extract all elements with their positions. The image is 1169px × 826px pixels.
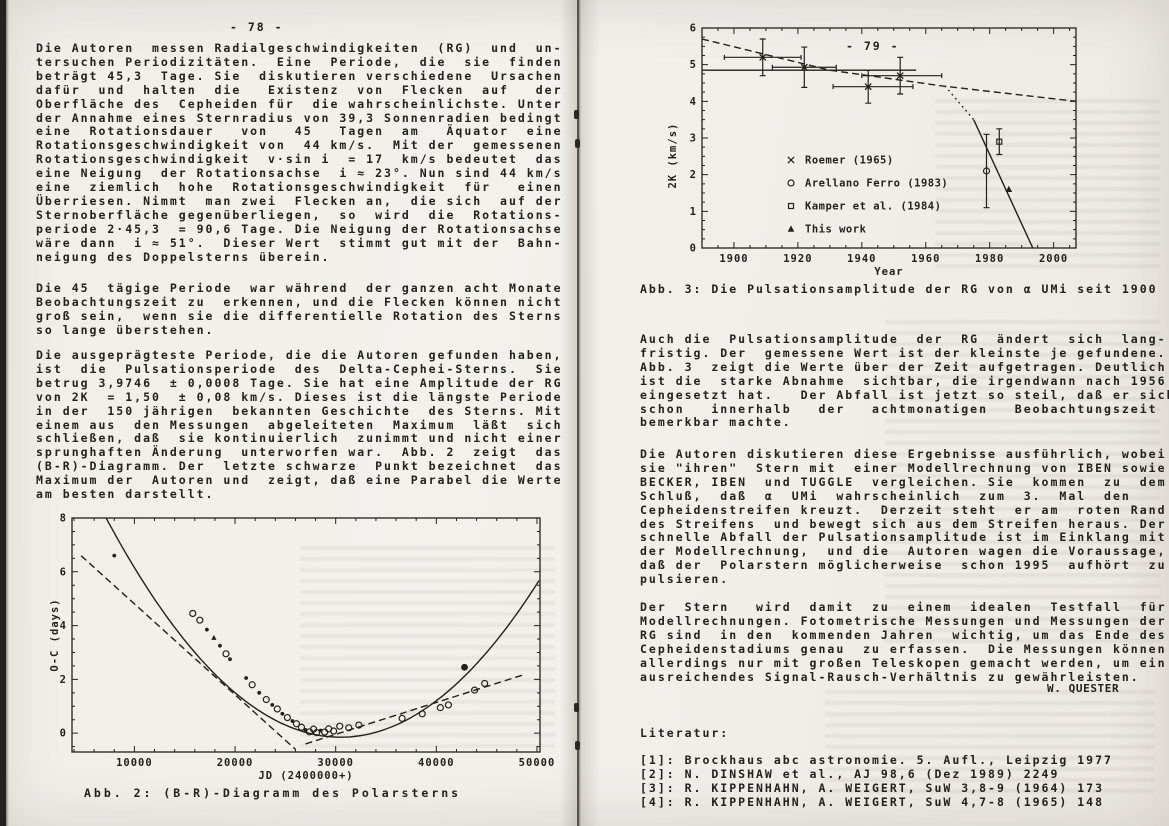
svg-text:1940: 1940 (847, 253, 876, 265)
bleed-through-ghost (885, 320, 1160, 650)
scan-edge-shadow (6, 0, 9, 826)
figure-abb2-chart: 10000 20000 30000 40000 50000 0 2 4 6 8 JD (240000… (49, 508, 555, 812)
svg-text:1920: 1920 (783, 253, 812, 265)
svg-text:2: 2 (60, 674, 67, 686)
svg-text:1960: 1960 (911, 253, 940, 265)
reference-entry: [2]: N. DINSHAW et al., AJ 98,6 (Dez 198… (640, 767, 1060, 781)
svg-text:Roemer (1965): Roemer (1965) (805, 155, 894, 167)
svg-text:50000: 50000 (519, 757, 555, 769)
svg-text:2K (km/s): 2K (km/s) (667, 123, 679, 189)
paragraph-pulsation: Die ausgeprägteste Periode, die die Auto… (36, 348, 563, 502)
svg-text:2000: 2000 (1039, 253, 1068, 265)
svg-text:40000: 40000 (418, 757, 455, 769)
paragraph-outlook: Der Stern wird damit zu einem idealen Te… (640, 600, 1167, 684)
page-number-right: - 79 - (846, 39, 900, 53)
svg-text:30000: 30000 (317, 757, 354, 769)
svg-text:8: 8 (60, 513, 67, 525)
reference-entry: [4]: R. KIPPENHAHN, A. WEIGERT, SuW 4,7-… (640, 795, 1105, 809)
svg-text:0: 0 (60, 728, 67, 740)
paragraph-period45: Die 45 tägige Periode war während der ga… (36, 281, 563, 337)
binding-gutter-line (577, 0, 579, 826)
bleed-through-ghost (300, 540, 555, 755)
literature-heading: Literatur: (640, 726, 730, 740)
svg-text:5: 5 (690, 59, 697, 71)
reference-entry: [1]: Brockhaus abc astronomie. 5. Aufl.,… (640, 753, 1113, 767)
staple-mark (575, 139, 580, 148)
figure-abb2-caption: Abb. 2: (B-R)-Diagramm des Polarsterns (84, 786, 462, 800)
svg-text:4: 4 (690, 96, 697, 108)
svg-text:10000: 10000 (116, 757, 153, 769)
svg-text:6: 6 (690, 23, 697, 35)
svg-text:JD (2400000+): JD (2400000+) (258, 770, 353, 782)
paragraph-discussion: Die Autoren diskutieren diese Ergebnisse… (640, 447, 1167, 587)
svg-text:Year: Year (874, 266, 903, 278)
staple-mark (574, 703, 579, 712)
figure-abb3-chart: 1900 1920 1940 1960 1980 2000 0 1 2 3 4 5 6 Year 2K (k… (660, 13, 1090, 289)
staple-mark (574, 110, 579, 119)
svg-text:4: 4 (60, 620, 67, 632)
staple-mark (575, 741, 580, 750)
bleed-through-ghost (935, 95, 1160, 275)
svg-text:1: 1 (690, 206, 697, 218)
svg-text:This work: This work (805, 224, 867, 236)
svg-text:3: 3 (690, 133, 697, 145)
svg-text:Kamper et al. (1984): Kamper et al. (1984) (805, 201, 941, 213)
svg-text:20000: 20000 (217, 757, 254, 769)
scan-edge (0, 0, 6, 826)
author-signature: W. QUESTER (1047, 682, 1120, 695)
reference-entry: [3]: R. KIPPENHAHN, A. WEIGERT, SuW 3,8-… (640, 781, 1105, 795)
svg-text:1980: 1980 (975, 253, 1004, 265)
binding-gutter (560, 0, 600, 826)
svg-text:0: 0 (690, 243, 697, 255)
svg-text:2: 2 (690, 169, 697, 181)
svg-text:Arellano Ferro (1983): Arellano Ferro (1983) (805, 178, 948, 190)
figure-abb3-caption: Abb. 3: Die Pulsationsamplitude der RG v… (640, 282, 1158, 296)
page-number-left: - 78 - (230, 20, 284, 34)
paragraph-amplitude: Auch die Pulsationsamplitude der RG ände… (640, 332, 1169, 430)
paragraph-rotation: Die Autoren messen Radialgeschwindigkeit… (36, 41, 563, 264)
svg-text:O-C (days): O-C (days) (50, 598, 61, 671)
svg-text:6: 6 (60, 566, 67, 578)
svg-text:1900: 1900 (719, 253, 748, 265)
bleed-through-ghost (825, 690, 1155, 800)
